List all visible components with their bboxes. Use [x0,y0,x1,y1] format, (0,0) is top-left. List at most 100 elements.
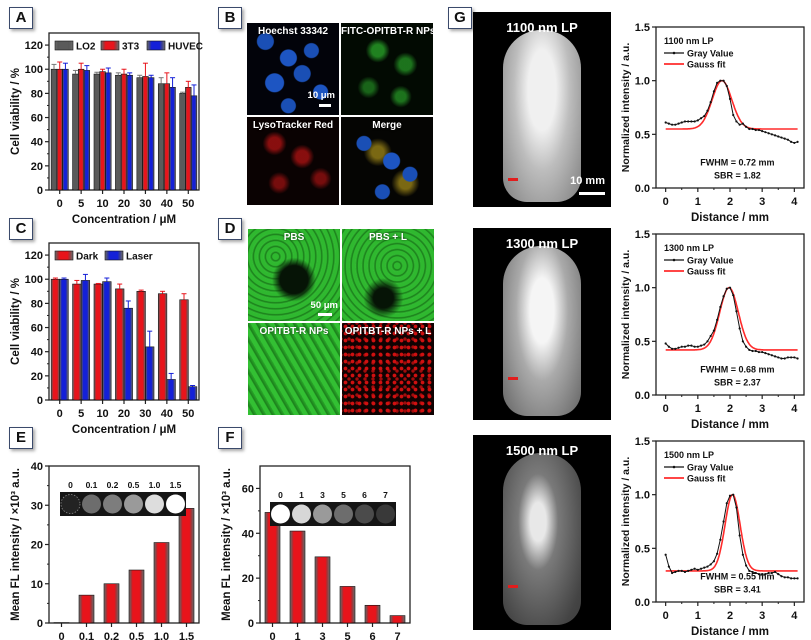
gray-value-point [754,571,757,575]
profile-line-marker [508,585,518,588]
gray-value-point [719,79,722,82]
micrograph-nps-laser: OPITBT-R NPs + L [342,323,434,415]
y-tick-label: 40 [31,461,43,473]
image-caption: 1100 nm LP [506,20,578,35]
gray-value-line [665,494,798,579]
bar [185,87,192,191]
gray-value-point [725,84,728,88]
inset-image [60,492,186,516]
x-tick-label: 7 [394,631,400,640]
x-tick-label: 3 [759,403,765,415]
gray-value-point [719,305,722,309]
mouse-silhouette [503,453,581,625]
legend-title: 1100 nm LP [664,36,714,46]
gray-value-point [761,130,764,133]
bar [190,95,198,191]
gray-value-point [761,572,764,576]
inset-well [292,504,311,524]
panel-label-e: E [9,427,33,449]
gray-value-point [757,350,761,354]
gray-value-point [732,113,735,117]
fwhm-annotation: FWHM = 0.72 mm [700,157,774,167]
gray-value-point [696,568,699,571]
x-tick-label: 0 [663,403,669,415]
bar [93,73,101,191]
gray-value-point [683,570,687,574]
gray-value-point [796,357,799,360]
bar [364,604,381,624]
x-tick-label: 0 [57,198,63,210]
x-tick-label: 2 [727,196,733,208]
gray-value-point [735,506,738,509]
y-tick-label: 0.5 [635,129,650,141]
inset-well [166,494,185,514]
inset-label: 5 [341,490,346,500]
gray-value-point [693,120,696,123]
x-tick-label: 30 [139,198,151,210]
gray-value-point [770,133,773,136]
bar [157,83,165,191]
profile-line-marker [508,377,518,380]
gray-value-point [751,127,754,131]
legend-title: 1500 nm LP [664,450,714,460]
gray-value-point [741,553,744,556]
bar [179,299,189,401]
inset-well [271,504,290,524]
inset-label: 1.5 [170,480,182,490]
bar [78,594,95,624]
y-tick-label: 80 [31,88,43,100]
gray-value-point [696,119,699,122]
inset-label: 0 [278,490,283,500]
chart-cell-viability-c: 0 20 40 60 80 100 120 0 5 10 20 30 40 50 Concentratio… [10,242,200,436]
gray-value-point [767,571,770,575]
inset-label: 3 [320,490,325,500]
y-tick-label: 0.0 [635,390,650,402]
gray-value-point [703,343,706,346]
gray-value-point [770,354,773,357]
gray-value-point [748,127,751,131]
y-tick-label: 100 [25,274,43,286]
gray-value-point [683,345,687,348]
inset-well [334,504,353,524]
gray-value-point [754,349,757,353]
legend-label: Gauss fit [687,474,726,484]
gray-value-point [757,572,761,576]
gray-value-point [783,137,786,140]
bar [50,278,61,401]
bar [99,71,106,191]
gray-value-point [732,493,735,496]
gray-value-point [683,120,687,123]
y-tick-label: 0 [37,185,43,197]
gray-value-point [764,572,767,576]
gray-value-point [670,571,674,575]
legend-label: Laser [126,252,153,263]
bar [157,293,168,401]
x-tick-label: 10 [96,408,108,420]
tile-caption: PBS + L [368,232,408,243]
micrograph-pbs: PBS 50 μm [248,229,340,321]
gray-value-point [738,534,741,537]
y-tick-label: 80 [31,298,43,310]
gray-value-point [664,342,667,345]
x-axis-label: Distance / mm [691,626,769,638]
gray-value-point [677,346,680,349]
gray-value-line [665,80,798,144]
y-tick-label: 0.0 [635,597,650,609]
gray-value-point [780,136,783,139]
x-tick-label: 20 [118,198,130,210]
image-caption: 1300 nm LP [505,236,579,251]
gray-value-point [716,552,719,555]
gray-value-point [786,138,790,141]
x-tick-label: 3 [759,196,765,208]
inset-label: 1 [299,490,304,500]
micrograph-nps: OPITBT-R NPs [248,323,340,415]
x-tick-label: 5 [78,198,84,210]
bar [145,346,155,401]
gray-value-point [690,120,693,123]
y-tick-label: 120 [25,40,43,52]
gray-value-point [699,344,703,347]
legend-swatch [104,250,124,261]
gray-value-point [773,355,777,358]
y-axis-label: Normalized intensity / a.u. [620,250,632,380]
y-tick-label: 20 [31,540,43,552]
